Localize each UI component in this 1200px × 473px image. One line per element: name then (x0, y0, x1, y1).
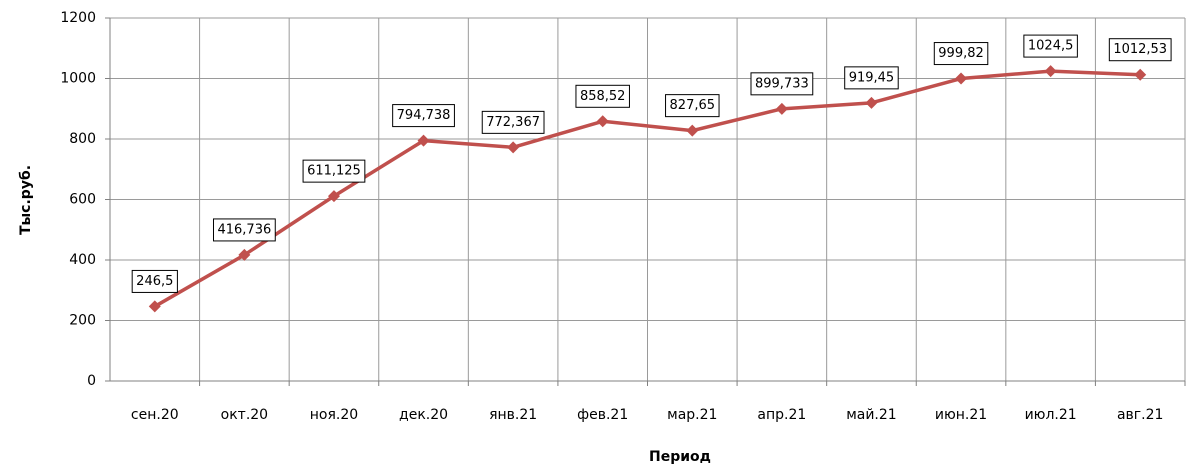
marker (865, 96, 878, 109)
x-tick-label: июл.21 (1025, 407, 1077, 423)
label-box (131, 269, 178, 293)
y-axis-title: Тыс.руб. (18, 165, 34, 235)
y-tick-label: 600 (69, 192, 96, 208)
y-tick-label: 1000 (60, 71, 96, 87)
data-label: 1024,5 (1028, 39, 1074, 54)
x-tick-label: дек.20 (399, 407, 448, 423)
x-tick-label: окт.20 (221, 407, 268, 423)
y-tick-label: 400 (69, 252, 96, 268)
data-label: 611,125 (307, 164, 361, 179)
data-label: 772,367 (486, 115, 540, 130)
label-box (212, 218, 276, 242)
line (153, 69, 1141, 308)
marker (686, 124, 699, 137)
label-box (481, 110, 545, 134)
x-tick-label: сен.20 (131, 407, 179, 423)
marker (417, 134, 430, 147)
data-label: 794,738 (397, 108, 451, 123)
x-tick-label: апр.21 (757, 407, 806, 423)
y-tick-label: 800 (69, 131, 96, 147)
label-box (933, 42, 989, 66)
marker (327, 190, 340, 203)
label-box (1108, 38, 1172, 62)
data-label: 416,736 (217, 222, 271, 237)
data-label: 899,733 (755, 76, 809, 91)
marker (148, 300, 161, 313)
data-label: 858,52 (580, 89, 626, 104)
label-box (750, 72, 814, 96)
data-label: 827,65 (670, 98, 716, 113)
marker (955, 72, 968, 85)
marker (775, 102, 788, 115)
marker (596, 115, 609, 128)
x-tick-label: фев.21 (577, 407, 628, 423)
data-label: 999,82 (938, 46, 984, 61)
label-box (1023, 34, 1078, 58)
marker (1044, 65, 1057, 78)
x-tick-label: май.21 (846, 407, 897, 423)
y-tick-label: 1200 (60, 10, 96, 26)
label-box (302, 159, 366, 183)
x-tick-label: ноя.20 (310, 407, 358, 423)
label-box (844, 66, 899, 90)
x-axis-title: Период (649, 449, 711, 465)
x-tick-label: мар.21 (667, 407, 717, 423)
label-box (665, 94, 720, 118)
x-tick-label: июн.21 (935, 407, 987, 423)
label-box (392, 104, 455, 128)
y-tick-label: 0 (87, 373, 96, 389)
x-tick-label: янв.21 (489, 407, 537, 423)
x-tick-label: авг.21 (1117, 407, 1163, 423)
data-label: 1012,53 (1113, 42, 1167, 57)
data-label: 919,45 (849, 70, 895, 85)
marker (507, 141, 520, 154)
y-tick-label: 200 (69, 313, 96, 329)
data-label: 246,5 (136, 274, 173, 289)
marker (1134, 68, 1147, 81)
label-box (575, 84, 630, 108)
marker (238, 248, 251, 261)
